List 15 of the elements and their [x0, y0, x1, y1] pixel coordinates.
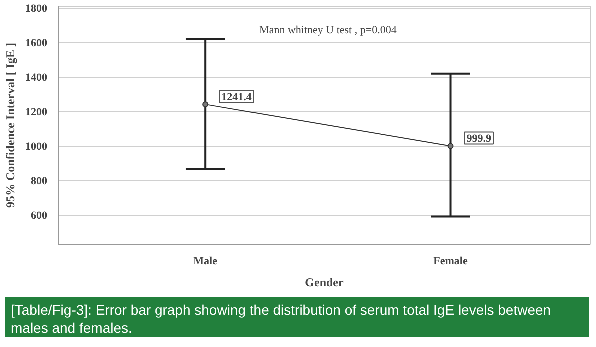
y-tick-label: 1600 — [26, 38, 48, 50]
y-axis-title: 95% Confidence Interval [ IgE ] — [4, 42, 18, 208]
y-tick-label: 600 — [31, 210, 48, 222]
y-tick-label: 1400 — [26, 72, 48, 84]
data-label: 1241.4 — [222, 92, 252, 104]
annotation: Mann whitney U test , p=0.004 — [260, 24, 398, 36]
y-tick-label: 1800 — [26, 3, 48, 16]
data-label: 999.9 — [466, 133, 492, 146]
text: [Table/Fig-3]: Error bar graph showing the distribution of serum total IgE levels between males and females. — [11, 301, 552, 337]
y-tick-label: 1200 — [26, 106, 48, 119]
x-axis-title: Gender — [305, 276, 345, 290]
y-tick-label: 1000 — [26, 141, 48, 154]
x-tick-label: Female — [434, 256, 468, 268]
x-tick-label: Male — [194, 256, 218, 268]
y-tick-label: 800 — [31, 176, 48, 188]
